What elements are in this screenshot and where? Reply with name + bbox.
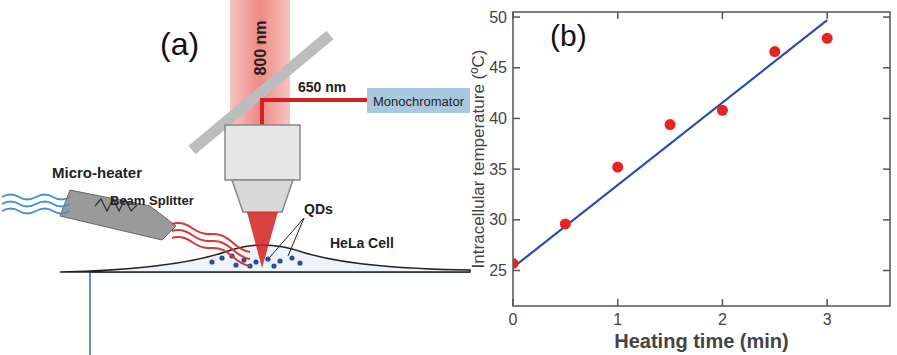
beam-label: 800 nm bbox=[252, 20, 269, 75]
wire bbox=[2, 195, 70, 200]
y-tick bbox=[513, 219, 520, 221]
qds-label: QDs bbox=[304, 201, 333, 217]
y-tick bbox=[513, 118, 520, 120]
plot-data bbox=[513, 20, 833, 269]
quantum-dot bbox=[277, 258, 282, 263]
x-tick bbox=[826, 12, 828, 19]
y-tick bbox=[883, 270, 890, 272]
wire bbox=[2, 202, 70, 207]
wire bbox=[2, 209, 70, 214]
y-tick-label: 35 bbox=[489, 161, 507, 178]
plot-frame bbox=[513, 12, 890, 306]
x-tick bbox=[617, 12, 619, 19]
panel-a: Monochromator (a) 800 nm Beam Splitter 650 n… bbox=[2, 0, 470, 355]
x-tick-label: 1 bbox=[613, 311, 622, 328]
quantum-dot bbox=[253, 259, 258, 264]
data-point bbox=[665, 119, 676, 130]
y-tick bbox=[883, 118, 890, 120]
panel-b: 0 1 2 3 25 30 35 40 45 50 (b) Heating time (min) Int… bbox=[469, 9, 890, 352]
figure: Monochromator (a) 800 nm Beam Splitter 650 n… bbox=[0, 0, 897, 355]
y-axis-title: Intracellular temperature (ºC) bbox=[469, 50, 488, 269]
x-tick bbox=[617, 299, 619, 306]
x-tick-label: 0 bbox=[509, 311, 518, 328]
y-tick bbox=[513, 168, 520, 170]
y-tick bbox=[513, 16, 520, 18]
quantum-dot bbox=[289, 255, 294, 260]
heat-wave bbox=[172, 237, 250, 266]
x-tick-label: 3 bbox=[823, 311, 832, 328]
y-tick bbox=[513, 270, 520, 272]
emission-label: 650 nm bbox=[298, 79, 346, 95]
y-tick bbox=[513, 67, 520, 69]
data-point bbox=[513, 258, 519, 269]
quantum-dot bbox=[265, 256, 270, 261]
quantum-dot bbox=[297, 260, 302, 265]
y-tick bbox=[883, 16, 890, 18]
y-tick bbox=[883, 219, 890, 221]
y-tick-label: 40 bbox=[489, 110, 507, 127]
quantum-dot bbox=[209, 259, 214, 264]
data-point bbox=[560, 218, 571, 229]
emission-beam bbox=[262, 100, 367, 128]
fit-line bbox=[513, 20, 827, 267]
data-point bbox=[717, 105, 728, 116]
panel-letter: (b) bbox=[550, 19, 587, 52]
leader-line bbox=[270, 218, 304, 257]
objective-tip bbox=[232, 180, 293, 212]
y-tick bbox=[883, 67, 890, 69]
heat-wave bbox=[172, 230, 250, 259]
x-tick bbox=[722, 12, 724, 19]
y-tick-label: 50 bbox=[489, 9, 507, 26]
x-tick bbox=[826, 299, 828, 306]
panel-letter: (a) bbox=[160, 26, 199, 62]
y-tick-label: 25 bbox=[489, 262, 507, 279]
data-point bbox=[769, 46, 780, 57]
data-point bbox=[822, 33, 833, 44]
heater-label: Micro-heater bbox=[52, 164, 142, 181]
substrate bbox=[90, 272, 470, 355]
y-tick-label: 45 bbox=[489, 59, 507, 76]
x-axis-title: Heating time (min) bbox=[614, 330, 788, 352]
splitter-label: Beam Splitter bbox=[110, 193, 194, 208]
quantum-dot bbox=[233, 262, 238, 267]
quantum-dot bbox=[271, 263, 276, 268]
quantum-dot bbox=[219, 255, 224, 260]
cell-label: HeLa Cell bbox=[330, 235, 394, 251]
monochromator-label: Monochromator bbox=[373, 94, 465, 109]
leader-line bbox=[288, 218, 304, 256]
y-tick bbox=[883, 168, 890, 170]
objective-body bbox=[225, 125, 300, 180]
x-tick-label: 2 bbox=[718, 311, 727, 328]
focus-cone bbox=[247, 212, 278, 268]
data-point bbox=[612, 162, 623, 173]
y-tick-label: 30 bbox=[489, 211, 507, 228]
monochromator-box bbox=[367, 88, 470, 113]
x-tick bbox=[722, 299, 724, 306]
